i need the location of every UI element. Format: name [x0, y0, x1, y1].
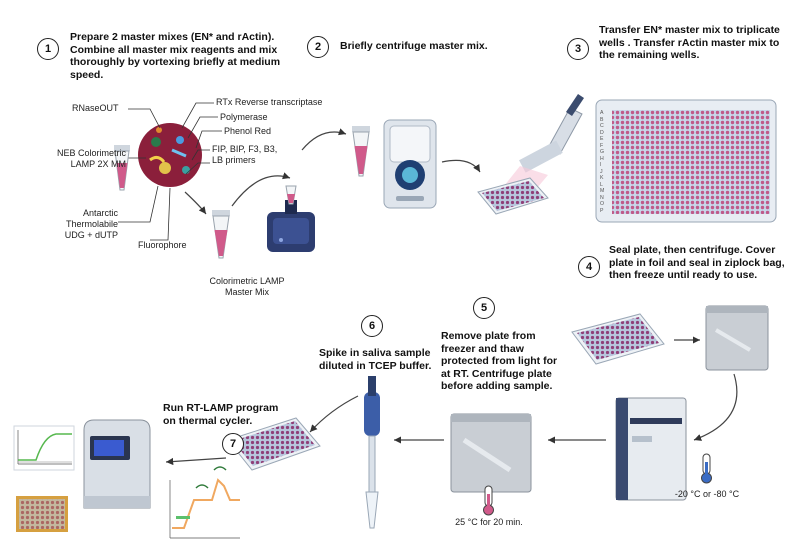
temperature-profile-image [169, 466, 240, 539]
label-rtx: RTx Reverse transcriptase [216, 97, 323, 107]
foil-bag-image [705, 305, 769, 371]
step-4-text: Seal plate, then centrifuge. Cover plate… [609, 244, 785, 281]
label-neb: NEB Colorimetric LAMP 2X MM [56, 148, 126, 169]
freezer-temp-label: -20 °C or -80 °C [674, 489, 740, 499]
thaw-temp-label: 25 °C for 20 min. [455, 517, 523, 527]
step-6-text: Spike in saliva sample diluted in TCEP b… [319, 347, 432, 372]
label-rnaseout: RNaseOUT [72, 103, 119, 113]
master-mix-tube-image [212, 210, 230, 259]
result-plate-heatmap-image [16, 496, 68, 532]
neb-tube-image [114, 145, 130, 191]
vortex-mixer-image [267, 185, 315, 252]
multichannel-pipette-image [504, 94, 584, 194]
plate-row-label: G [600, 149, 605, 155]
step-3-number: 3 [567, 38, 589, 60]
step-6-number: 6 [361, 315, 383, 337]
label-udg: Antarctic Thermolabile UDG + dUTP [64, 208, 118, 240]
plate-row-label: J [600, 168, 603, 175]
step-7-text: Run RT-LAMP program on thermal cycler. [163, 402, 279, 427]
label-phenol-red: Phenol Red [224, 126, 272, 136]
step-3-text: Transfer EN* master mix to triplicate we… [599, 24, 780, 61]
plate-row-label: H [600, 155, 604, 162]
step-5-number: 5 [473, 297, 495, 319]
plate-row-label: D [600, 129, 604, 136]
plate-row-label: P [600, 207, 604, 214]
step-1-number: 1 [37, 38, 59, 60]
plate-row-label: N [600, 194, 604, 201]
plate-row-label: K [600, 175, 604, 181]
label-polymerase: Polymerase [220, 112, 268, 122]
thermal-cycler-image [83, 419, 151, 509]
plate-row-label: E [600, 136, 604, 142]
label-master-mix: Colorimetric LAMP Master Mix [209, 276, 285, 297]
centrifuge-image [383, 119, 437, 209]
plate-row-label: I [600, 162, 602, 168]
step-4-number: 4 [578, 256, 600, 278]
step-1-text: Prepare 2 master mixes (EN* and rActin).… [70, 31, 281, 81]
sealed-plate-image [571, 313, 665, 365]
reagent-leader-lines [118, 102, 222, 241]
freezer-image [615, 397, 687, 501]
step-2-text: Briefly centrifuge master mix. [340, 40, 488, 52]
96-well-plate-image [595, 99, 777, 223]
plate-row-label: B [600, 116, 604, 123]
plate-row-label: O [600, 201, 605, 207]
plate-row-label: M [600, 188, 605, 194]
thermometer-freezer-icon [701, 453, 712, 484]
amplification-plot-image [13, 425, 75, 471]
label-fluorophore: Fluorophore [138, 240, 187, 250]
step-5-text: Remove plate from freezer and thaw prote… [441, 330, 558, 392]
step-2-number: 2 [307, 36, 329, 58]
plate-row-label: L [600, 181, 603, 188]
centrifuge-tube-image [352, 126, 370, 177]
step-7-number: 7 [222, 433, 244, 455]
plate-row-label: F [600, 142, 604, 149]
plate-row-label: C [600, 123, 604, 129]
plate-step7-image [227, 417, 321, 471]
thaw-bag-image [450, 413, 532, 493]
flow-arrows [165, 128, 738, 466]
small-plate-step3 [477, 177, 549, 215]
reagent-mix-circle [138, 123, 202, 187]
plate-row-label: A [600, 110, 604, 116]
label-primers: FIP, BIP, F3, B3, LB primers [212, 144, 278, 165]
thermometer-thaw-icon [483, 485, 494, 516]
single-channel-pipette-image [364, 376, 380, 529]
